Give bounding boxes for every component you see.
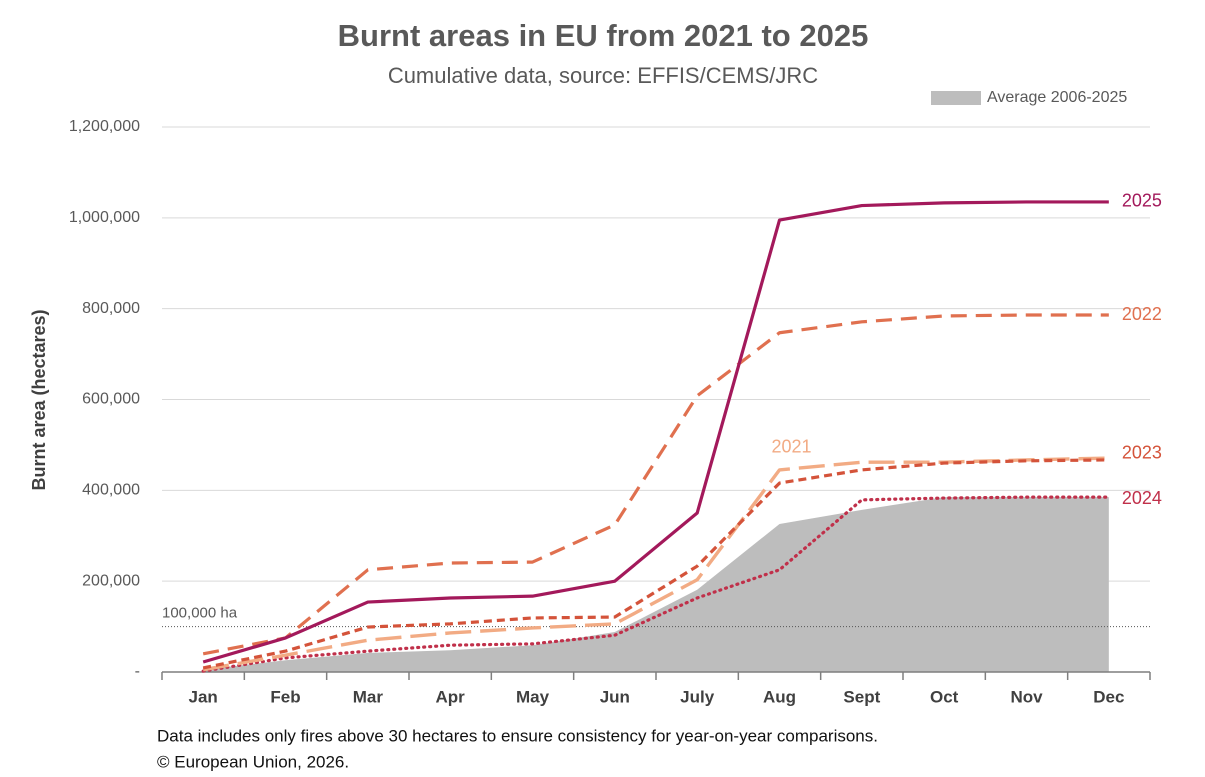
line — [202, 458, 1109, 670]
x-tick-label: Apr — [436, 687, 466, 706]
y-tick-label: 1,000,000 — [69, 209, 140, 226]
series-label: 2022 — [1122, 304, 1162, 324]
legend-label: Average 2006-2025 — [987, 89, 1127, 106]
x-tick-label: Dec — [1093, 687, 1124, 706]
y-tick-label: 200,000 — [82, 572, 140, 589]
line — [201, 495, 1111, 673]
footnote: © European Union, 2026. — [157, 752, 349, 771]
x-tick-label: Sept — [843, 687, 880, 706]
x-tick-label: Mar — [353, 687, 384, 706]
x-tick-label: Aug — [763, 687, 796, 706]
x-tick-label: Feb — [270, 687, 300, 706]
y-tick-label: 1,200,000 — [69, 118, 140, 135]
line — [202, 200, 1109, 664]
legend-swatch — [931, 91, 981, 105]
x-tick-label: Jun — [600, 687, 630, 706]
x-tick-label: Nov — [1010, 687, 1043, 706]
series-label: 2021 — [772, 437, 812, 457]
y-tick-label: 800,000 — [82, 300, 140, 317]
reference-label: 100,000 ha — [162, 605, 238, 622]
line — [202, 313, 1109, 656]
y-axis-label: Burnt area (hectares) — [29, 309, 49, 490]
y-tick-label: 400,000 — [82, 482, 140, 499]
chart-subtitle: Cumulative data, source: EFFIS/CEMS/JRC — [388, 63, 818, 88]
x-tick-label: Jan — [189, 687, 218, 706]
x-tick-label: Oct — [930, 687, 959, 706]
series-label: 2025 — [1122, 191, 1162, 211]
y-tick-label: - — [135, 663, 140, 680]
chart-title: Burnt areas in EU from 2021 to 2025 — [338, 18, 869, 53]
series-label: 2024 — [1122, 488, 1162, 508]
footnote: Data includes only fires above 30 hectar… — [157, 726, 878, 745]
x-tick-label: July — [680, 687, 715, 706]
y-tick-label: 600,000 — [82, 391, 140, 408]
x-tick-label: May — [516, 687, 550, 706]
area — [203, 497, 1109, 672]
series-label: 2023 — [1122, 443, 1162, 463]
